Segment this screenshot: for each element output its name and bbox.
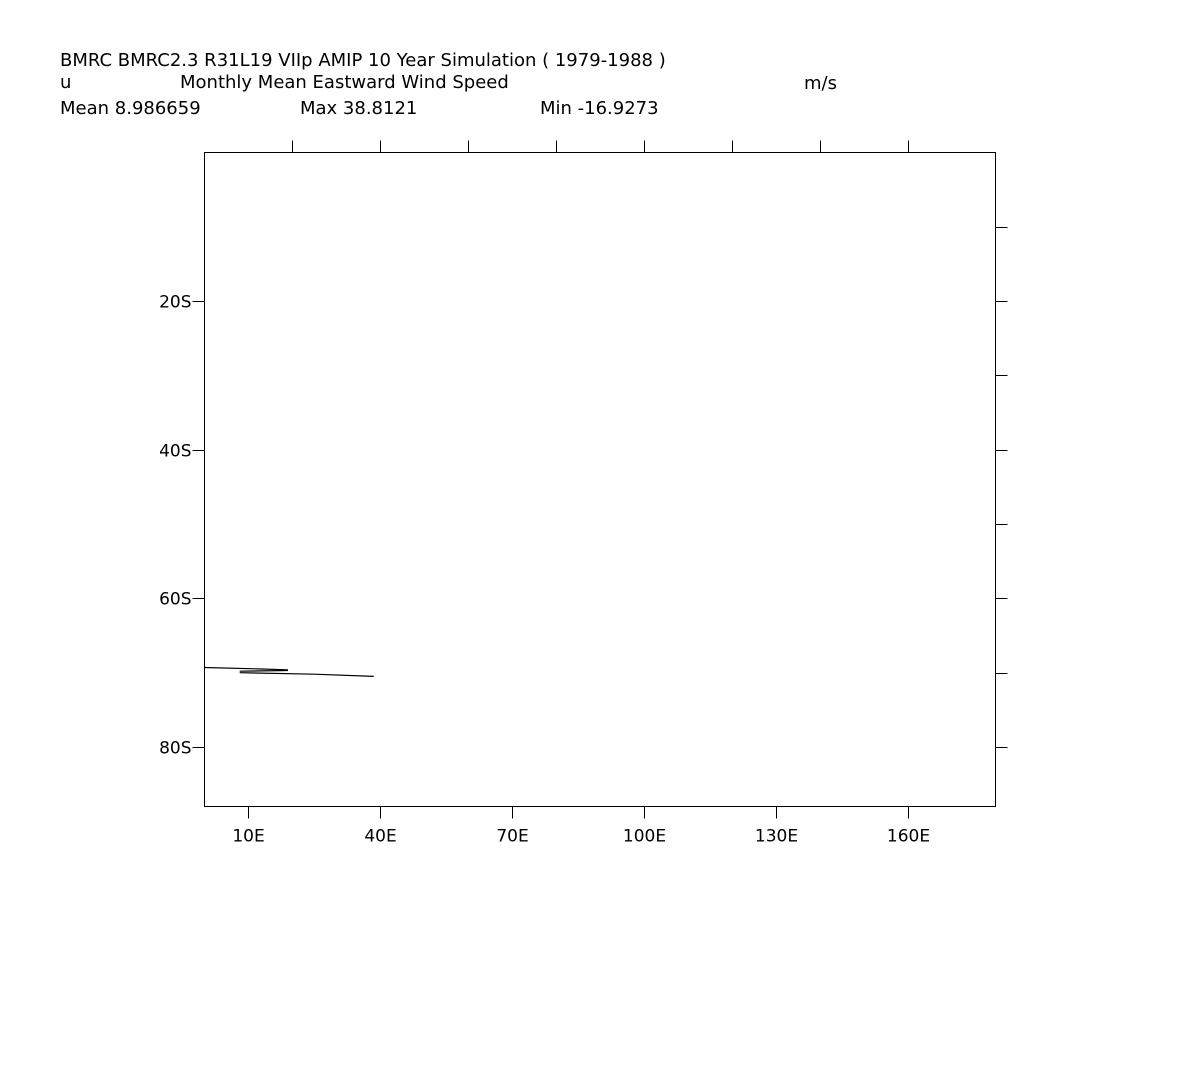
y-tick-label: 20S [159,293,191,313]
plot-frame [204,152,996,807]
title-text: BMRC BMRC2.3 R31L19 VIIp AMIP 10 Year Si… [60,50,666,71]
min-stat: Min -16.9273 [540,98,659,119]
axis-ticks [192,140,1008,819]
variable-name: u [60,72,72,93]
mean-stat: Mean 8.986659 [60,98,201,119]
x-tick-label: 100E [623,827,666,847]
variable-long-name: Monthly Mean Eastward Wind Speed [180,72,509,93]
max-stat: Max 38.8121 [300,98,418,119]
y-tick-label: 80S [159,739,191,759]
contour-line [239,669,289,672]
y-tick-label: 60S [159,590,191,610]
contour-line [204,666,289,671]
x-tick-label: 70E [496,827,528,847]
axis-labels: 10E 40E 70E 100E 130E 160E 20S 40S 60S 80S [159,293,930,847]
units-label: m/s [804,73,837,94]
x-tick-label: 10E [232,827,264,847]
x-tick-label: 130E [755,827,798,847]
contour-line [239,672,374,677]
x-tick-label: 160E [887,827,930,847]
contour-lines [204,666,374,677]
y-tick-label: 40S [159,442,191,462]
x-tick-label: 40E [364,827,396,847]
